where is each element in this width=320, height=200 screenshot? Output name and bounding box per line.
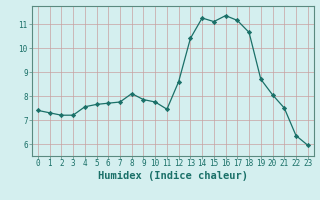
- X-axis label: Humidex (Indice chaleur): Humidex (Indice chaleur): [98, 171, 248, 181]
